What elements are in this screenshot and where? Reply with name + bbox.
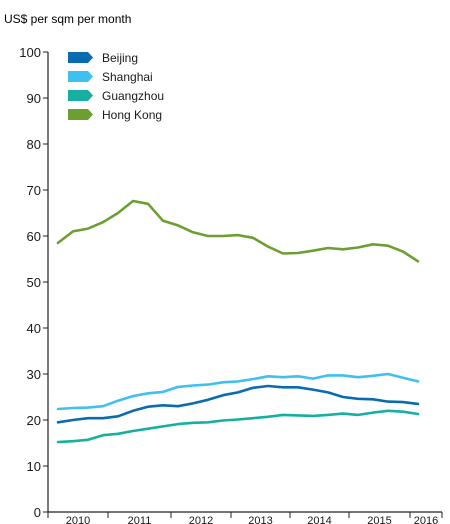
series-line-beijing — [56, 384, 420, 424]
series-line-hong-kong — [56, 199, 420, 263]
series-line-shanghai — [56, 372, 420, 411]
y-tick-label: 10 — [27, 459, 41, 474]
x-tick-label: 2011 — [128, 515, 152, 524]
y-tick-label: 60 — [27, 229, 41, 244]
legend-swatch — [68, 71, 93, 82]
legend: Beijing Shanghai Guangzhou Hong Kong — [68, 51, 164, 122]
legend-swatch — [68, 52, 93, 63]
legend-swatch — [68, 109, 93, 120]
x-tick-label: 2015 — [367, 515, 391, 524]
y-tick-label: 30 — [27, 367, 41, 382]
x-tick-label: 2013 — [248, 515, 272, 524]
x-tick-label: 2016 — [414, 515, 438, 524]
legend-label: Beijing — [102, 51, 138, 65]
y-tick-label: 0 — [34, 505, 41, 520]
series-lines — [56, 199, 420, 444]
y-tick-label: 90 — [27, 91, 41, 106]
y-tick-label: 80 — [27, 137, 41, 152]
y-tick-label: 70 — [27, 183, 41, 198]
y-tick-label: 100 — [19, 45, 41, 60]
y-tick-label: 50 — [27, 275, 41, 290]
x-tick-label: 2010 — [66, 515, 90, 524]
series-line-guangzhou — [56, 409, 420, 444]
unit-label: US$ per sqm per month — [4, 12, 131, 26]
legend-label: Guangzhou — [102, 89, 164, 103]
x-tick-label: 2014 — [307, 515, 331, 524]
legend-swatch — [68, 90, 93, 101]
x-tick-label: 2012 — [189, 515, 213, 524]
legend-label: Hong Kong — [102, 108, 162, 122]
y-tick-label: 20 — [27, 413, 41, 428]
x-axis: 2010 2011 2012 2013 2014 2015 2016 — [47, 511, 443, 524]
legend-label: Shanghai — [102, 70, 153, 84]
y-tick-label: 40 — [27, 321, 41, 336]
y-axis: 0 10 20 30 40 50 60 70 80 90 100 — [19, 45, 49, 520]
